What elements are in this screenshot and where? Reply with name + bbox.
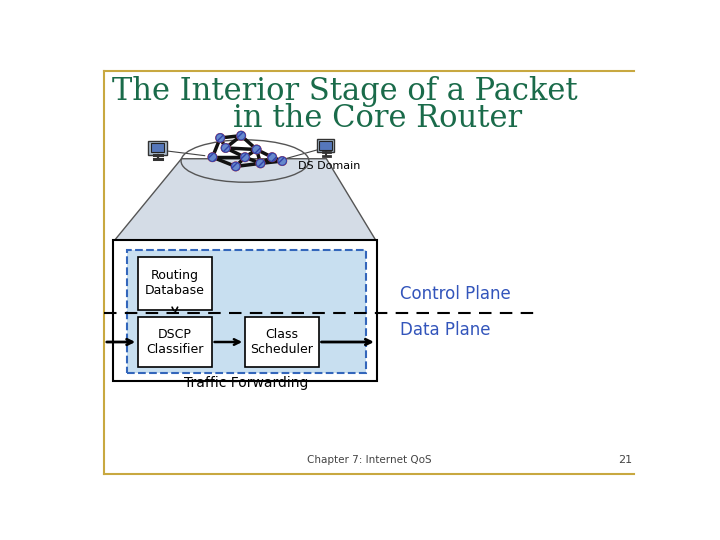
Circle shape bbox=[268, 153, 276, 161]
Bar bbox=[245, 318, 319, 367]
Text: Class
Scheduler: Class Scheduler bbox=[251, 328, 313, 356]
Bar bbox=[127, 249, 366, 373]
Circle shape bbox=[215, 133, 225, 143]
Circle shape bbox=[236, 131, 246, 140]
Text: Data Plane: Data Plane bbox=[400, 321, 490, 339]
Circle shape bbox=[253, 145, 261, 154]
Text: in the Core Router: in the Core Router bbox=[233, 103, 523, 134]
FancyBboxPatch shape bbox=[317, 139, 334, 152]
Circle shape bbox=[216, 134, 225, 142]
Circle shape bbox=[240, 153, 249, 161]
Bar bbox=[138, 318, 212, 367]
FancyBboxPatch shape bbox=[320, 141, 332, 150]
Text: Routing
Database: Routing Database bbox=[145, 269, 204, 298]
Polygon shape bbox=[113, 159, 377, 242]
Bar bbox=[138, 257, 212, 309]
Circle shape bbox=[230, 161, 240, 171]
Text: 21: 21 bbox=[618, 455, 632, 465]
Text: DSCP
Classifier: DSCP Classifier bbox=[146, 328, 204, 356]
Circle shape bbox=[278, 157, 287, 165]
Circle shape bbox=[237, 131, 246, 140]
Text: Control Plane: Control Plane bbox=[400, 285, 510, 303]
Circle shape bbox=[220, 143, 230, 153]
Text: DS Domain: DS Domain bbox=[297, 161, 360, 171]
Circle shape bbox=[240, 152, 250, 162]
Circle shape bbox=[267, 152, 277, 162]
Circle shape bbox=[256, 159, 265, 167]
FancyBboxPatch shape bbox=[148, 141, 167, 155]
Text: Traffic Forwarding: Traffic Forwarding bbox=[184, 376, 309, 390]
Circle shape bbox=[207, 152, 217, 162]
Circle shape bbox=[256, 158, 266, 168]
Bar bbox=[113, 240, 377, 381]
FancyBboxPatch shape bbox=[150, 143, 164, 152]
Circle shape bbox=[277, 156, 287, 166]
Text: Chapter 7: Internet QoS: Chapter 7: Internet QoS bbox=[307, 455, 431, 465]
Text: The Interior Stage of a Packet: The Interior Stage of a Packet bbox=[112, 76, 577, 106]
Circle shape bbox=[251, 145, 261, 154]
Circle shape bbox=[221, 144, 230, 152]
Circle shape bbox=[231, 162, 240, 171]
Circle shape bbox=[208, 153, 217, 161]
